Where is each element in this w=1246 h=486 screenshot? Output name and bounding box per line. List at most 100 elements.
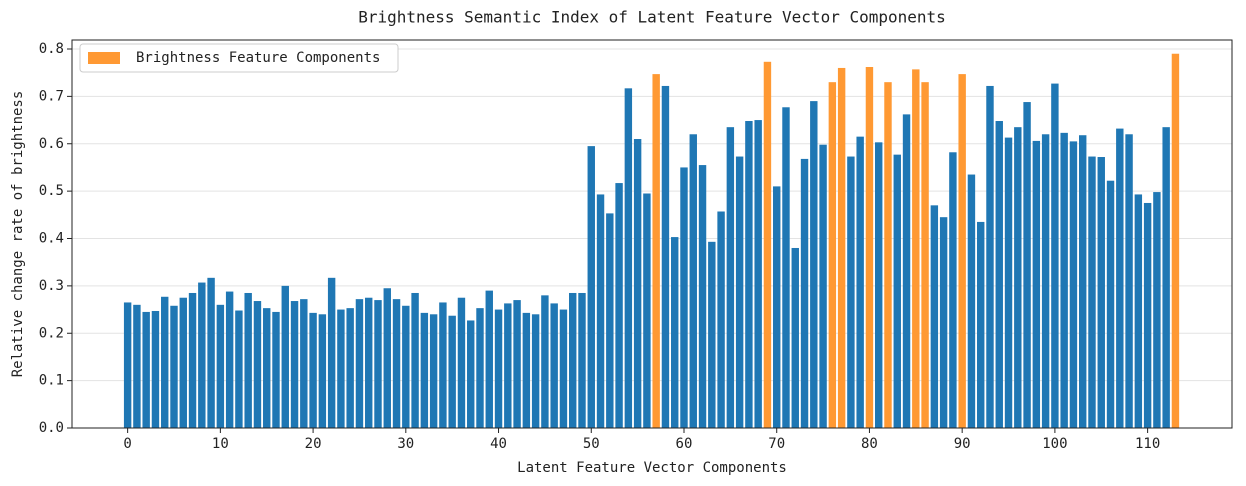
bar: [958, 74, 966, 428]
bar: [244, 292, 252, 428]
bar: [559, 309, 568, 428]
bar: [337, 309, 345, 428]
bar: [151, 310, 160, 428]
bar: [263, 308, 271, 428]
bar: [967, 174, 976, 428]
bar: [800, 158, 809, 428]
bar: [643, 193, 651, 428]
bar: [902, 114, 911, 428]
bar: [1171, 53, 1180, 428]
bar: [346, 308, 354, 428]
bar: [318, 314, 327, 428]
x-tick-label: 30: [397, 436, 414, 452]
bar: [1134, 194, 1143, 428]
y-tick-label: 0.1: [39, 373, 64, 389]
bar: [281, 285, 289, 428]
bar: [402, 305, 410, 428]
y-tick-label: 0.6: [39, 136, 64, 152]
bar: [1032, 140, 1041, 428]
bar: [365, 297, 373, 428]
x-tick-label: 80: [861, 436, 878, 452]
legend-swatch: [88, 52, 120, 64]
bar: [541, 295, 549, 428]
bar: [300, 299, 308, 428]
bar: [1097, 157, 1105, 428]
bar: [745, 121, 753, 428]
bar: [411, 292, 419, 428]
bar: [726, 127, 735, 429]
x-tick-label: 0: [123, 436, 131, 452]
bar: [754, 120, 762, 429]
bar: [689, 134, 697, 428]
x-tick-label: 60: [676, 436, 693, 452]
bar: [671, 237, 679, 428]
bar: [225, 291, 234, 428]
x-tick-label: 90: [954, 436, 971, 452]
bar: [170, 305, 178, 428]
plot-frame: [71, 39, 1233, 429]
bar: [1004, 137, 1013, 429]
bar: [578, 292, 586, 428]
bar: [1125, 134, 1133, 428]
y-tick-label: 0.5: [39, 183, 64, 199]
bar: [1088, 156, 1096, 429]
x-tick-label: 70: [768, 436, 785, 452]
bar: [142, 311, 150, 428]
bar: [1023, 102, 1031, 429]
x-tick-label: 20: [305, 436, 322, 452]
bar: [652, 74, 660, 428]
bar: [476, 308, 484, 428]
bar: [661, 85, 670, 428]
y-tick-label: 0.0: [39, 420, 64, 436]
x-tick-label: 100: [1042, 436, 1067, 452]
bar: [615, 183, 623, 428]
bar: [457, 297, 466, 428]
bar: [504, 303, 512, 428]
x-tick-label: 50: [583, 436, 600, 452]
legend-box: [79, 43, 399, 73]
bar: [235, 310, 243, 428]
x-tick-label: 110: [1135, 436, 1160, 452]
bar: [893, 154, 901, 428]
bar: [1079, 135, 1087, 428]
bar: [875, 142, 883, 429]
x-tick-label: 10: [212, 436, 229, 452]
bar: [448, 315, 456, 428]
bar: [290, 301, 299, 428]
bar: [1041, 134, 1050, 428]
bar: [133, 304, 141, 428]
bar: [847, 156, 855, 429]
bar: [569, 292, 577, 428]
bar: [1060, 132, 1068, 428]
bar: [207, 277, 215, 428]
bar: [1069, 141, 1078, 428]
bar: [1162, 127, 1170, 429]
bar: [522, 312, 531, 428]
bar: [188, 292, 197, 428]
bar: [1106, 180, 1115, 428]
bar: [763, 61, 772, 429]
bar: [698, 165, 707, 429]
bar: [420, 312, 429, 428]
bar: [531, 314, 540, 428]
bar: [327, 277, 336, 428]
bar: [216, 304, 225, 428]
bar: [773, 186, 781, 428]
y-axis-label: Relative change rate of brightness: [10, 91, 26, 378]
bar: [253, 301, 262, 428]
bar: [791, 247, 799, 428]
bar: [485, 290, 493, 428]
bar: [884, 82, 892, 429]
bar: [819, 144, 827, 428]
bar: [624, 88, 633, 429]
bar: [837, 67, 846, 428]
bar: [810, 101, 818, 428]
bar: [587, 146, 595, 428]
bar: [1116, 128, 1124, 429]
y-tick-label: 0.3: [39, 278, 64, 294]
bar: [939, 217, 948, 428]
y-tick-label: 0.8: [39, 41, 64, 57]
bar: [930, 205, 939, 428]
y-tick-label: 0.4: [39, 231, 64, 247]
